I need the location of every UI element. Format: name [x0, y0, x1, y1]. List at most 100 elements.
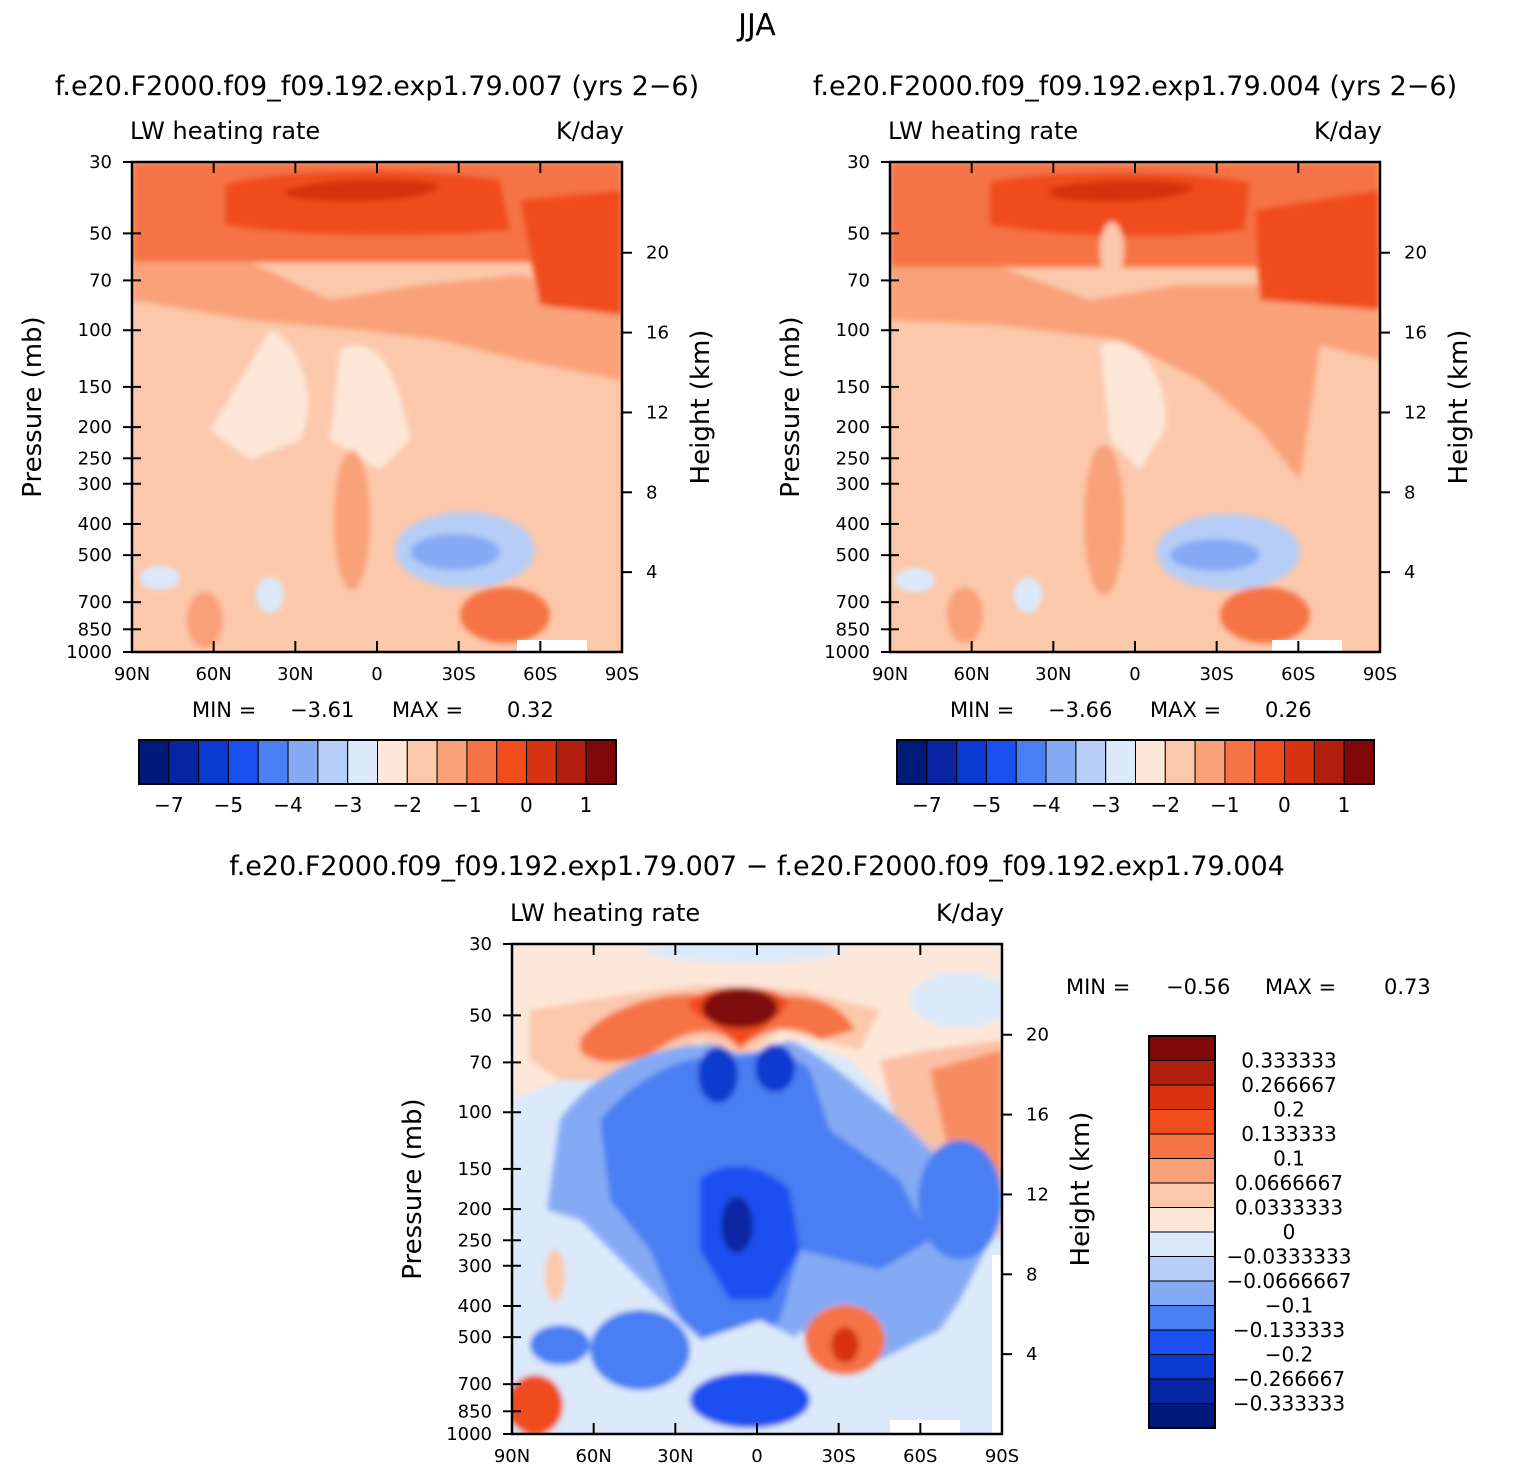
latitude-axis: 90N 60N 30N 0 30S 60S 90S — [114, 162, 639, 685]
lat-tick-label: 30S — [821, 1446, 855, 1467]
height-axis: 20 16 12 8 4 — [1380, 243, 1427, 583]
colorbar-frame — [896, 739, 1375, 785]
colorbar-swatch — [1075, 739, 1107, 785]
below-surface-mask — [890, 1420, 960, 1434]
height-tick-label: 12 — [1026, 1184, 1049, 1205]
max-label: MAX = — [392, 698, 463, 722]
height-tick-label: 20 — [1026, 1025, 1049, 1046]
colorbar-swatch — [198, 739, 229, 785]
figure-title: JJA — [736, 8, 776, 43]
pressure-tick-label: 700 — [458, 1374, 492, 1395]
pressure-axis-label: Pressure (mb) — [776, 316, 806, 497]
min-value: −3.61 — [290, 698, 354, 722]
colorbar-swatch — [896, 739, 928, 785]
lat-tick-label: 0 — [1129, 664, 1140, 685]
colorbar-swatch — [1284, 739, 1315, 785]
colorbar-label: 1 — [580, 793, 593, 817]
below-surface-mask — [992, 1255, 1002, 1434]
contour-top-cool — [645, 944, 845, 962]
colorbar-swatch — [1148, 1133, 1216, 1159]
colorbar-label: 0 — [520, 793, 533, 817]
lat-tick-label: 0 — [371, 664, 382, 685]
contour-cooling-core-upper — [755, 1044, 795, 1092]
height-axis: 20 16 12 8 4 — [1002, 1025, 1049, 1365]
height-axis: 20 16 12 8 4 — [622, 243, 669, 583]
max-label: MAX = — [1150, 698, 1221, 722]
colorbar-swatch — [1148, 1256, 1216, 1282]
colorbar-label: 0.0666667 — [1235, 1171, 1343, 1195]
contour-sh-cool — [918, 1140, 1002, 1260]
height-tick-label: 8 — [1026, 1264, 1037, 1285]
colorbar-swatch — [1313, 739, 1345, 785]
contour-lower-cool — [590, 1310, 690, 1390]
colorbar-label: −0.2 — [1265, 1343, 1314, 1367]
colorbar-swatch — [257, 739, 289, 785]
colorbar-label: −5 — [214, 793, 243, 817]
colorbar-swatch — [526, 739, 557, 785]
colorbar-swatch — [496, 739, 528, 785]
colorbar-swatch — [1148, 1403, 1216, 1429]
colorbar-swatch — [585, 739, 617, 785]
colorbar-label: −4 — [273, 793, 302, 817]
colorbar-swatch — [1148, 1354, 1216, 1380]
units-label: K/day — [936, 899, 1004, 927]
lat-tick-label: 60S — [1281, 664, 1315, 685]
pressure-tick-label: 70 — [89, 270, 112, 291]
lat-tick-label: 30S — [1199, 664, 1233, 685]
contour-lower-tongue — [334, 450, 370, 590]
colorbar-frame — [138, 739, 617, 785]
colorbar-swatch — [1148, 1158, 1216, 1184]
height-tick-label: 16 — [1026, 1105, 1049, 1126]
pressure-tick-label: 200 — [78, 417, 112, 438]
contour-stratocumulus-core — [410, 534, 500, 570]
contour-cooling-core-upper — [698, 1047, 738, 1103]
height-axis-label: Height (km) — [686, 330, 716, 485]
colorbar-swatch — [1148, 1182, 1216, 1208]
pressure-tick-label: 70 — [847, 270, 870, 291]
colorbar-label: −0.133333 — [1233, 1318, 1345, 1342]
contour-boundary-warm — [1220, 587, 1310, 643]
max-label: MAX = — [1265, 975, 1336, 999]
lat-tick-label: 90N — [872, 664, 908, 685]
pressure-tick-label: 700 — [78, 592, 112, 613]
colorbar-swatch — [287, 739, 319, 785]
contour-nh-cool-patch — [140, 566, 180, 590]
colorbar-label: −0.333333 — [1233, 1392, 1345, 1416]
variable-label: LW heating rate — [510, 899, 700, 927]
pressure-tick-label: 1000 — [824, 642, 870, 663]
contour-cooling-core-deep — [721, 1197, 753, 1253]
contour-stratocumulus-core — [1170, 539, 1260, 571]
colorbar-label: 0 — [1278, 793, 1291, 817]
pressure-tick-label: 100 — [836, 320, 870, 341]
contour-equatorial-dip — [1100, 222, 1124, 278]
lat-tick-label: 30N — [657, 1446, 693, 1467]
colorbar-label: 0.133333 — [1241, 1122, 1336, 1146]
colorbar-label: 0.266667 — [1241, 1073, 1336, 1097]
lat-tick-label: 0 — [751, 1446, 762, 1467]
colorbar-swatch — [1148, 1109, 1216, 1135]
lat-tick-label: 30N — [1035, 664, 1071, 685]
contour-sh-upper — [520, 190, 622, 315]
min-value: −3.66 — [1048, 698, 1112, 722]
height-tick-label: 16 — [1404, 323, 1427, 344]
height-tick-label: 20 — [1404, 243, 1427, 264]
contour-arch — [580, 994, 855, 1062]
contour-tropopause-band — [890, 267, 1380, 480]
contour-sh-surface-light — [890, 1372, 970, 1428]
pressure-axis-label: Pressure (mb) — [398, 1098, 428, 1279]
colorbar-swatch — [926, 739, 958, 785]
pressure-tick-label: 30 — [89, 152, 112, 173]
max-value: 0.73 — [1384, 975, 1431, 999]
colorbar-swatch — [377, 739, 408, 785]
panel-case-007: f.e20.F2000.f09_f09.192.exp1.79.007 (yrs… — [18, 71, 716, 817]
colorbar-swatch — [1148, 1378, 1216, 1404]
pressure-tick-label: 150 — [458, 1159, 492, 1180]
colorbar-label: −0.266667 — [1233, 1367, 1345, 1391]
colorbar-swatch — [1105, 739, 1136, 785]
contour-nh-lower-warm — [545, 1249, 565, 1301]
height-tick-label: 16 — [646, 323, 669, 344]
pressure-tick-label: 500 — [836, 545, 870, 566]
colorbar-label: −5 — [972, 793, 1001, 817]
